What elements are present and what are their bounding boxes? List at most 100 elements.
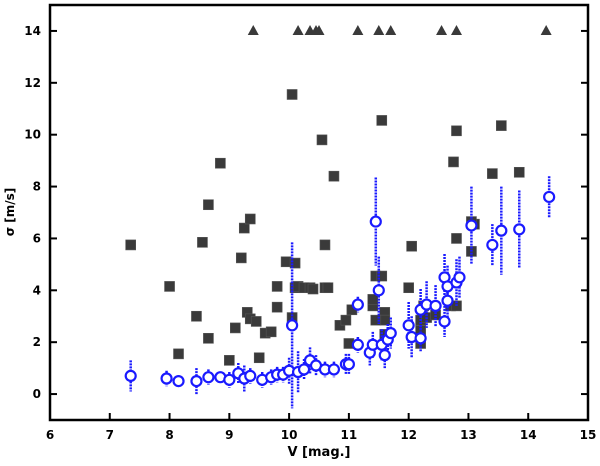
circle-point bbox=[438, 315, 451, 328]
circle-point bbox=[402, 319, 415, 332]
square-point bbox=[235, 252, 247, 264]
x-tick-label: 11 bbox=[341, 428, 358, 442]
square-point bbox=[197, 237, 208, 248]
circle-point bbox=[486, 238, 499, 252]
circle-point bbox=[286, 319, 299, 332]
circle-point bbox=[414, 332, 427, 345]
square-point bbox=[451, 125, 462, 137]
square-point bbox=[496, 120, 507, 131]
square-point bbox=[403, 282, 414, 294]
circle-point bbox=[429, 299, 442, 312]
square-point bbox=[271, 301, 283, 313]
circle-point bbox=[160, 372, 173, 385]
circle-point bbox=[244, 369, 257, 383]
square-point bbox=[230, 322, 241, 334]
circle-point bbox=[543, 190, 556, 204]
x-tick-label: 10 bbox=[281, 428, 298, 442]
circle-point bbox=[453, 271, 466, 284]
triangle-point bbox=[436, 24, 448, 35]
square-point bbox=[379, 314, 391, 326]
circle-point bbox=[384, 327, 397, 340]
square-point bbox=[280, 256, 292, 268]
circle-point bbox=[327, 363, 341, 376]
square-point bbox=[289, 257, 301, 269]
square-point bbox=[271, 281, 283, 292]
triangle-point bbox=[373, 24, 385, 35]
y-tick-label: 8 bbox=[33, 180, 41, 194]
y-tick-label: 6 bbox=[33, 231, 41, 245]
x-tick-label: 8 bbox=[165, 428, 173, 442]
triangle-point bbox=[352, 24, 364, 35]
y-tick-label: 12 bbox=[24, 76, 41, 90]
square-point bbox=[125, 239, 136, 251]
x-tick-label: 9 bbox=[225, 428, 233, 442]
y-tick-label: 14 bbox=[24, 24, 41, 38]
triangle-point bbox=[450, 24, 462, 35]
triangle-point bbox=[247, 24, 259, 35]
square-point bbox=[406, 240, 417, 252]
square-point bbox=[376, 270, 388, 282]
square-point bbox=[307, 283, 319, 295]
square-point bbox=[203, 199, 214, 211]
x-tick-label: 14 bbox=[520, 428, 537, 442]
square-point bbox=[215, 157, 226, 169]
x-tick-label: 7 bbox=[106, 428, 114, 442]
circle-point bbox=[513, 223, 526, 236]
axis-ticks: 6 7 8 9 10 11 12 13 14 15 0 2 4 6 8 10 12 14 bbox=[24, 24, 596, 442]
x-tick-label: 13 bbox=[460, 428, 477, 442]
square-point bbox=[286, 89, 298, 100]
x-tick-label: 6 bbox=[46, 428, 54, 442]
square-point bbox=[265, 326, 277, 338]
circle-point bbox=[369, 215, 382, 228]
y-tick-label: 10 bbox=[24, 128, 41, 142]
y-tick-label: 0 bbox=[33, 387, 41, 401]
plot-marks bbox=[124, 24, 556, 409]
y-tick-label: 4 bbox=[33, 283, 41, 297]
square-point bbox=[487, 168, 498, 179]
square-point bbox=[316, 134, 328, 146]
circle-point bbox=[124, 369, 137, 383]
square-point bbox=[244, 213, 256, 225]
y-tick-label: 2 bbox=[33, 335, 41, 349]
plot-frame bbox=[48, 3, 590, 422]
square-point bbox=[340, 314, 352, 326]
x-axis-label: V [mag.] bbox=[287, 445, 350, 460]
square-point bbox=[319, 239, 331, 251]
square-point bbox=[322, 282, 334, 294]
circle-point bbox=[202, 371, 215, 384]
square-point bbox=[253, 352, 265, 364]
square-point bbox=[328, 170, 340, 182]
circle-point bbox=[372, 284, 385, 297]
triangle-point bbox=[385, 24, 397, 35]
circle-point bbox=[342, 358, 355, 371]
circle-point bbox=[351, 338, 364, 351]
square-point bbox=[448, 156, 459, 168]
y-axis-label: σ [m/s] bbox=[3, 188, 17, 237]
x-tick-label: 12 bbox=[400, 428, 417, 442]
square-point bbox=[451, 233, 462, 244]
x-tick-label: 15 bbox=[580, 428, 597, 442]
circle-point bbox=[441, 294, 454, 307]
circle-point bbox=[495, 224, 508, 237]
square-point bbox=[367, 294, 379, 305]
circle-point bbox=[297, 363, 311, 376]
triangle-point bbox=[292, 24, 304, 35]
circle-point bbox=[172, 374, 185, 388]
square-point bbox=[224, 355, 235, 366]
square-point bbox=[513, 166, 525, 178]
square-point bbox=[370, 314, 382, 326]
square-point bbox=[250, 316, 262, 327]
triangle-point bbox=[313, 24, 325, 35]
square-point bbox=[376, 115, 388, 126]
square-point bbox=[191, 310, 202, 322]
square-point bbox=[173, 348, 184, 360]
square-point bbox=[164, 281, 175, 292]
triangle-point bbox=[540, 24, 552, 35]
square-point bbox=[238, 222, 250, 234]
circle-point bbox=[351, 298, 364, 311]
square-point bbox=[203, 332, 214, 344]
circle-point bbox=[190, 374, 203, 388]
circle-point bbox=[378, 349, 391, 362]
